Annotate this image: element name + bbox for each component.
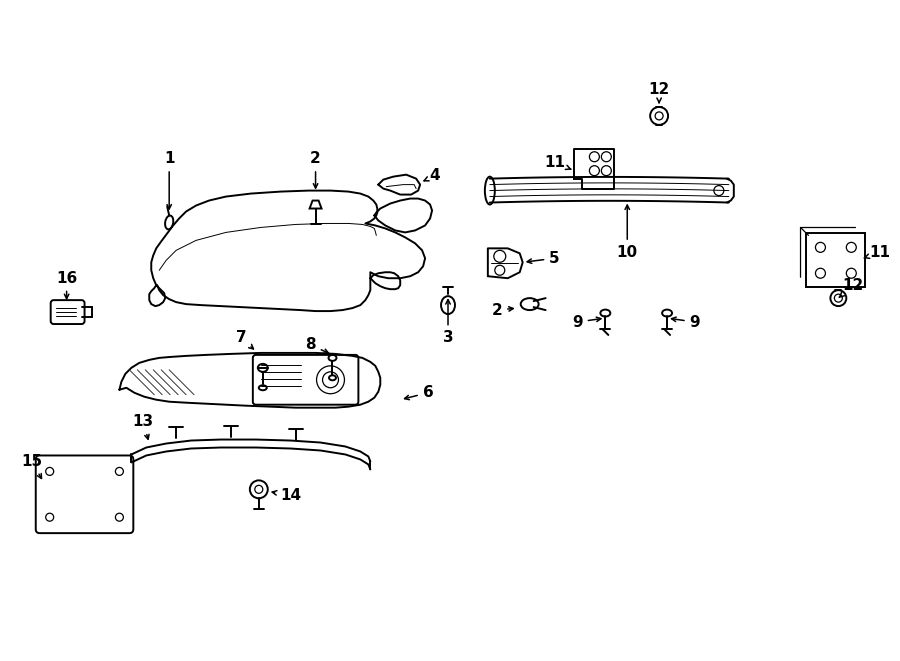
Text: 16: 16: [56, 271, 77, 299]
Text: 6: 6: [405, 385, 434, 401]
Text: 4: 4: [424, 168, 440, 183]
Text: 5: 5: [527, 251, 560, 266]
Text: 7: 7: [236, 330, 254, 349]
Text: 11: 11: [864, 245, 891, 260]
Text: 2: 2: [310, 151, 321, 188]
Polygon shape: [488, 249, 523, 278]
Text: 14: 14: [272, 488, 302, 503]
Text: 9: 9: [572, 315, 601, 330]
Text: 12: 12: [649, 81, 670, 102]
Text: 11: 11: [544, 155, 571, 171]
Text: 10: 10: [616, 205, 638, 260]
Text: 2: 2: [491, 303, 513, 317]
Text: 3: 3: [443, 299, 454, 346]
Polygon shape: [378, 175, 420, 194]
Text: 9: 9: [671, 315, 700, 330]
Text: 15: 15: [22, 454, 42, 479]
Text: 13: 13: [132, 414, 154, 439]
Text: 12: 12: [839, 278, 864, 297]
Text: 1: 1: [164, 151, 175, 209]
Text: 8: 8: [305, 337, 328, 353]
